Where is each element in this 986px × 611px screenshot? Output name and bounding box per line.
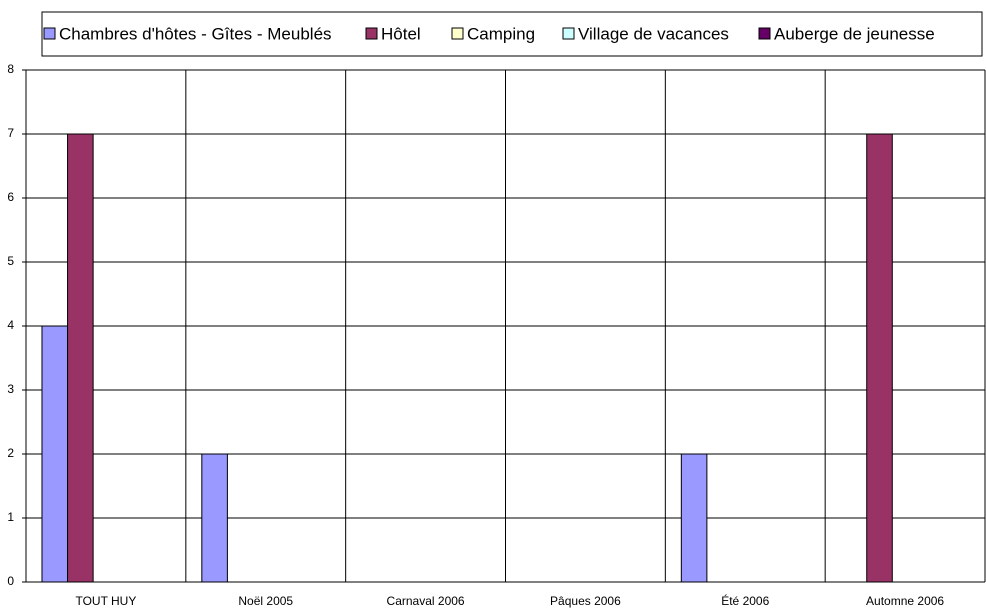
y-tick-label: 3 <box>7 382 14 396</box>
x-tick-label: TOUT HUY <box>75 594 136 608</box>
x-tick-label: Noël 2005 <box>238 594 293 608</box>
bar <box>866 133 893 583</box>
bar <box>67 133 94 583</box>
legend-box <box>41 11 983 57</box>
legend-swatch <box>562 27 575 40</box>
bar <box>201 453 228 583</box>
legend-label: Village de vacances <box>578 24 729 43</box>
y-tick-label: 6 <box>7 190 14 204</box>
legend-label: Chambres d'hôtes - Gîtes - Meublés <box>59 24 332 43</box>
legend-swatch <box>758 27 771 40</box>
y-tick-label: 0 <box>7 574 14 588</box>
y-tick-label: 5 <box>7 254 14 268</box>
x-tick-label: Carnaval 2006 <box>387 594 465 608</box>
x-tick-label: Automne 2006 <box>866 594 944 608</box>
legend-label: Hôtel <box>381 24 421 43</box>
legend-swatch <box>451 27 464 40</box>
y-tick-label: 8 <box>7 62 14 76</box>
y-tick-label: 1 <box>7 510 14 524</box>
bar <box>680 453 708 583</box>
y-tick-label: 7 <box>7 126 14 140</box>
legend-label: Camping <box>467 24 535 43</box>
legend-swatch <box>43 27 56 40</box>
x-tick-label: Pâques 2006 <box>550 594 621 608</box>
x-tick-label: Été 2006 <box>721 593 769 608</box>
y-tick-label: 4 <box>7 318 14 332</box>
y-tick-label: 2 <box>7 446 14 460</box>
legend-label: Auberge de jeunesse <box>774 24 935 43</box>
bar <box>41 325 69 583</box>
legend-swatch <box>365 27 378 40</box>
